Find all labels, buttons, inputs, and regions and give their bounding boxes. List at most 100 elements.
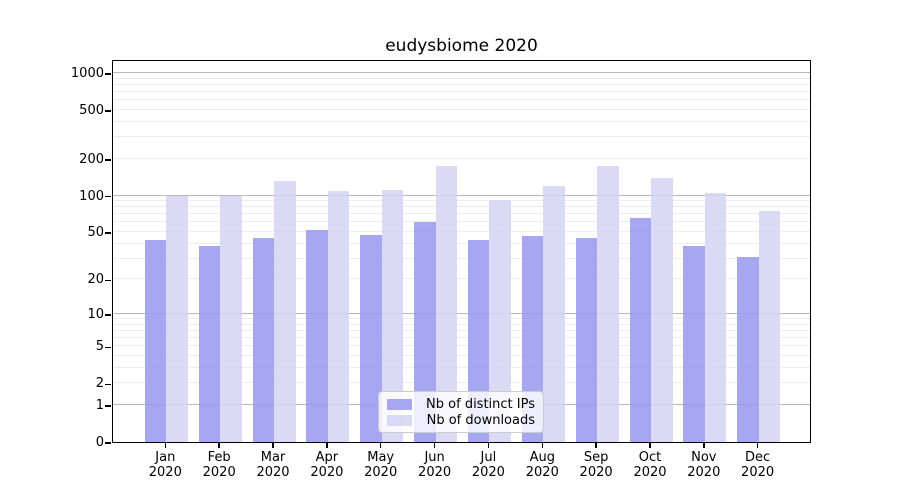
x-tick-mark [595,443,597,448]
month-label: Jan [155,450,176,465]
x-tick-mark [649,443,651,448]
year-label: 2020 [148,465,182,480]
y-tick-mark [105,232,111,234]
bar-distinct-ips-aug [521,236,544,442]
x-tick-label-jul: Jul 2020 [458,450,518,480]
y-tick-label: 1000 [70,66,104,81]
month-label: Nov [691,450,717,465]
x-tick-label-aug: Aug 2020 [512,450,572,480]
x-tick-mark [218,443,220,448]
minor-gridline [113,91,810,92]
month-label: Aug [529,450,555,465]
legend-swatch-distinct-ips [387,398,412,410]
year-label: 2020 [687,465,721,480]
minor-gridline [113,77,810,79]
y-tick-label: 2 [95,376,104,392]
month-label: May [367,450,395,465]
minor-gridline [113,278,810,280]
minor-gridline [113,345,810,347]
bar-distinct-ips-nov [683,246,705,442]
minor-gridline [113,367,810,368]
year-label: 2020 [471,465,505,480]
bar-distinct-ips-feb [198,246,221,442]
x-tick-mark [164,443,167,448]
bar-downloads-sep [597,165,619,442]
y-tick-mark [105,405,111,407]
month-label: Oct [638,450,662,465]
legend-label-distinct-ips: Nb of distinct IPs [426,396,535,412]
major-gridline [113,312,810,314]
x-tick-mark [379,443,382,448]
bar-downloads-feb [220,195,242,442]
minor-gridline [113,157,810,159]
major-gridline [113,72,810,73]
y-tick-label: 0 [95,435,104,450]
minor-gridline [113,257,810,259]
bar-downloads-nov [704,193,727,442]
bar-downloads-mar [274,180,296,442]
x-tick-mark [541,443,543,448]
major-gridline [113,194,810,196]
year-label: 2020 [579,465,613,480]
x-tick-label-jan: Jan 2020 [135,450,195,480]
month-label: Mar [260,450,286,465]
x-tick-mark [756,443,759,448]
bar-distinct-ips-oct [629,218,651,442]
bar-downloads-apr [327,190,350,442]
x-tick-mark [326,443,328,448]
minor-gridline [113,136,810,138]
minor-gridline [113,318,810,319]
x-tick-label-apr: Apr 2020 [297,450,357,480]
y-tick-mark [105,73,111,75]
x-tick-label-jun: Jun 2020 [405,450,465,480]
chart-title: eudysbiome 2020 [385,36,538,56]
bar-downloads-jul [489,199,511,442]
y-tick-label: 100 [79,188,104,204]
minor-gridline [113,329,810,331]
minor-gridline [113,120,810,122]
bar-downloads-jun [435,165,458,442]
y-tick-mark [105,159,111,161]
bar-distinct-ips-apr [306,229,328,442]
x-tick-label-nov: Nov 2020 [674,450,734,480]
y-tick-label: 50 [87,225,104,240]
year-label: 2020 [525,465,559,480]
minor-gridline [113,83,810,85]
legend-label-downloads: Nb of downloads [426,412,535,428]
x-tick-label-sep: Sep 2020 [566,450,626,480]
minor-gridline [113,206,810,208]
month-label: Feb [207,450,231,465]
bar-downloads-may [381,190,404,442]
x-tick-label-oct: Oct 2020 [620,450,680,480]
month-label: Sep [583,450,609,465]
plot-area [112,60,811,443]
y-tick-label: 1 [95,398,104,413]
minor-gridline [113,231,810,232]
y-tick-mark [105,279,111,282]
bar-downloads-jan [166,195,188,442]
bars-layer [113,61,810,442]
legend: Nb of distinct IPs Nb of downloads [378,391,544,433]
x-tick-mark [433,443,436,448]
month-label: Jul [480,450,497,465]
bar-distinct-ips-mar [252,237,274,442]
month-label: Dec [745,450,771,465]
x-tick-label-dec: Dec 2020 [728,450,788,480]
x-tick-label-feb: Feb 2020 [189,450,249,480]
year-label: 2020 [256,465,290,480]
year-label: 2020 [741,465,775,480]
minor-gridline [113,382,810,384]
bar-distinct-ips-may [360,235,382,442]
year-label: 2020 [310,465,344,480]
bar-distinct-ips-sep [575,237,598,442]
x-tick-mark [487,443,490,448]
legend-item-distinct-ips: Nb of distinct IPs [387,396,535,412]
month-label: Apr [315,450,339,465]
bar-distinct-ips-jan [144,239,167,442]
y-tick-mark [105,383,111,386]
minor-gridline [113,213,810,215]
bar-downloads-oct [651,178,673,442]
minor-gridline [113,323,810,325]
year-label: 2020 [364,465,398,480]
